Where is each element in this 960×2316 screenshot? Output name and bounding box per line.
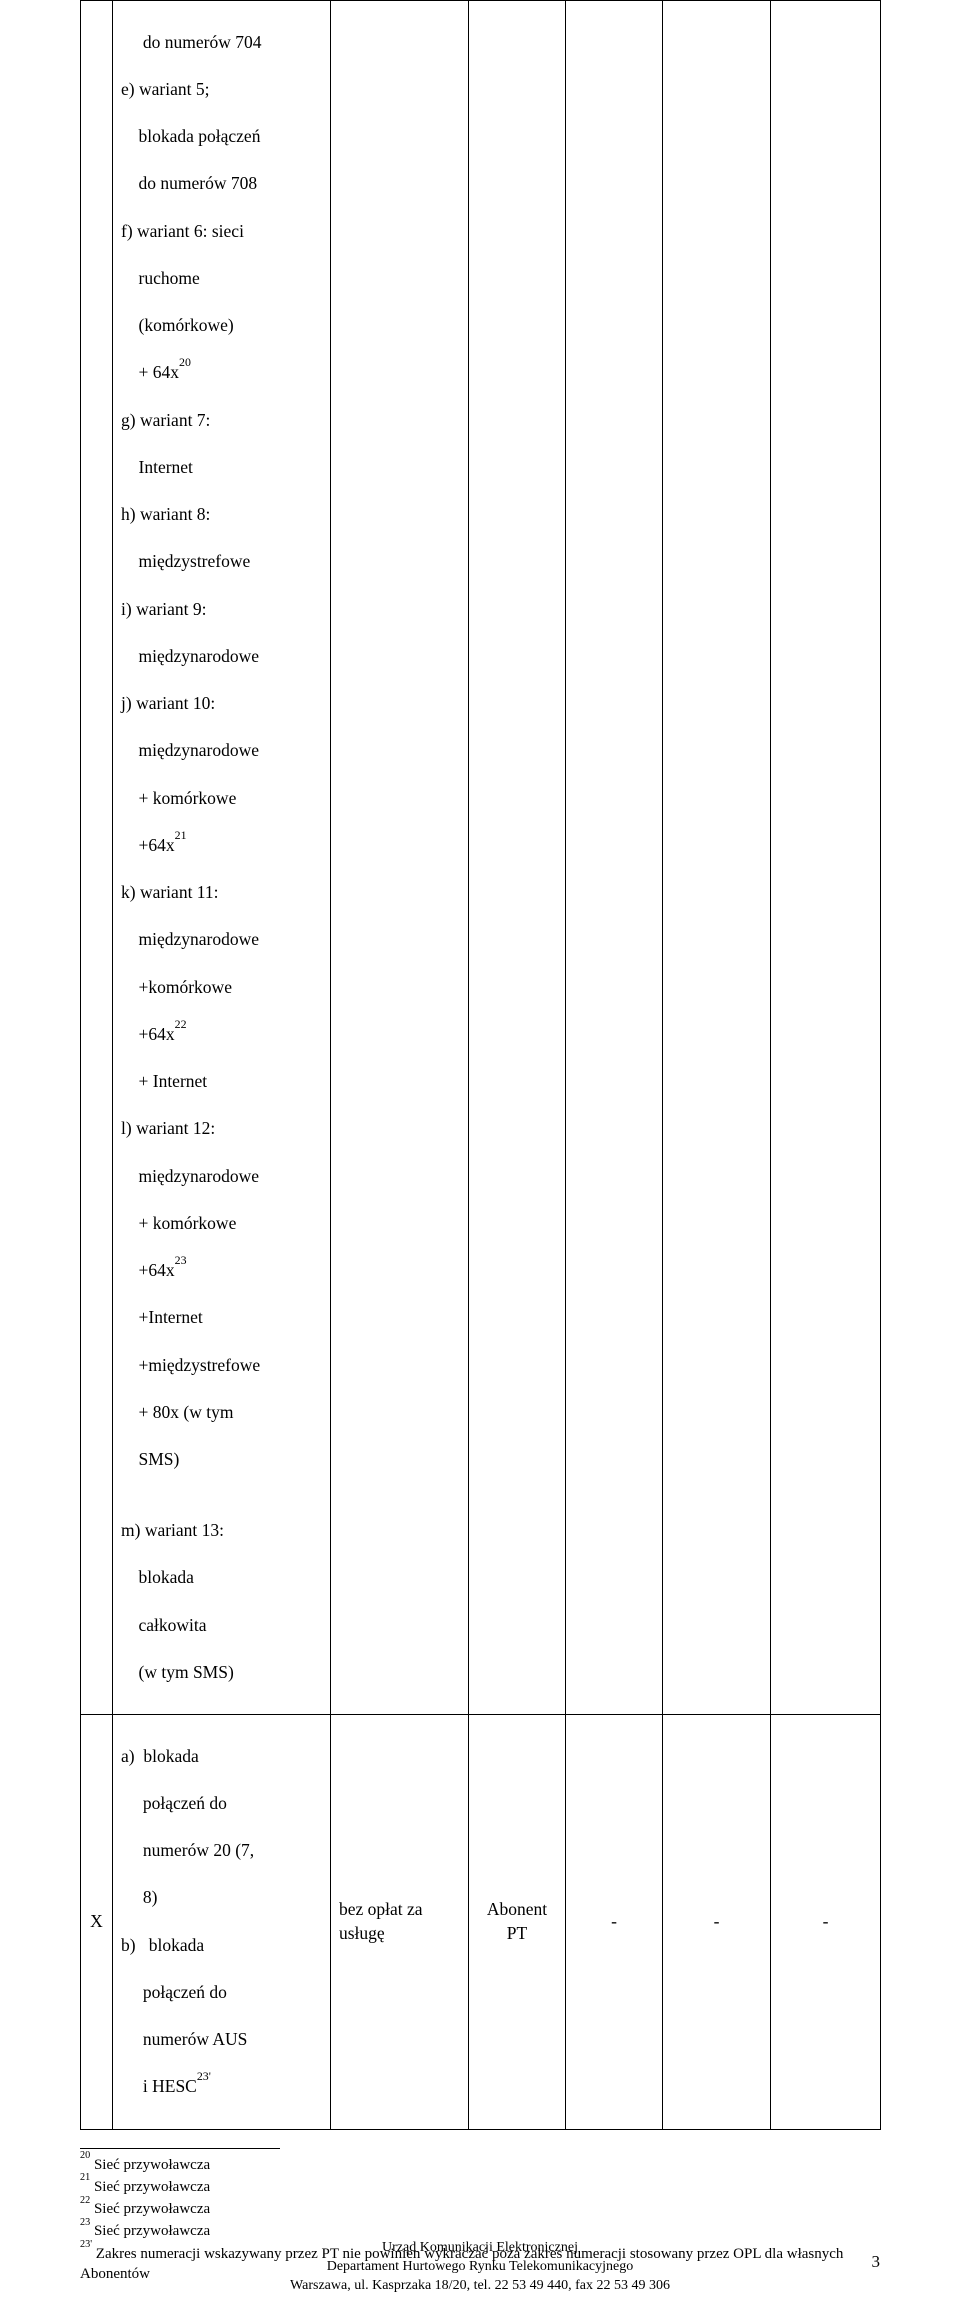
cell-col4 [566,1,663,1715]
footnote-22: 22 Sieć przywoławcza [80,2199,880,2219]
footer-center: Urząd Komunikacji Elektronicznej Departa… [80,2239,880,2296]
variants-text: do numerów 704 e) wariant 5; blokada poł… [121,7,322,1708]
cell-dash-2: - [663,1715,771,2130]
cell-variants: do numerów 704 e) wariant 5; blokada poł… [113,1,331,1715]
cell-col3 [469,1,566,1715]
footer-line-2: Departament Hurtowego Rynku Telekomunika… [80,2258,880,2277]
blokada-text: a) blokada połączeń do numerów 20 (7, 8)… [121,1721,322,2123]
cell-col6 [771,1,881,1715]
pricing-table: do numerów 704 e) wariant 5; blokada poł… [80,0,881,2130]
cell-col0 [81,1,113,1715]
cell-fee: bez opłat za usługę [331,1715,469,2130]
cell-abonent: Abonent PT [469,1715,566,2130]
cell-col2 [331,1,469,1715]
document-page: do numerów 704 e) wariant 5; blokada poł… [0,0,960,2316]
cell-row-label: X [81,1715,113,2130]
footer-line-3: Warszawa, ul. Kasprzaka 18/20, tel. 22 5… [80,2277,880,2296]
page-number: 3 [872,2251,881,2274]
footnote-21: 21 Sieć przywoławcza [80,2177,880,2197]
footnote-20: 20 Sieć przywoławcza [80,2155,880,2175]
table-row: do numerów 704 e) wariant 5; blokada poł… [81,1,881,1715]
cell-dash-3: - [771,1715,881,2130]
page-footer: Urząd Komunikacji Elektronicznej Departa… [80,2239,880,2296]
table-row: X a) blokada połączeń do numerów 20 (7, … [81,1715,881,2130]
cell-dash-1: - [566,1715,663,2130]
cell-blokada: a) blokada połączeń do numerów 20 (7, 8)… [113,1715,331,2130]
footnotes-rule [80,2148,280,2149]
footer-line-1: Urząd Komunikacji Elektronicznej [80,2239,880,2258]
cell-col5 [663,1,771,1715]
